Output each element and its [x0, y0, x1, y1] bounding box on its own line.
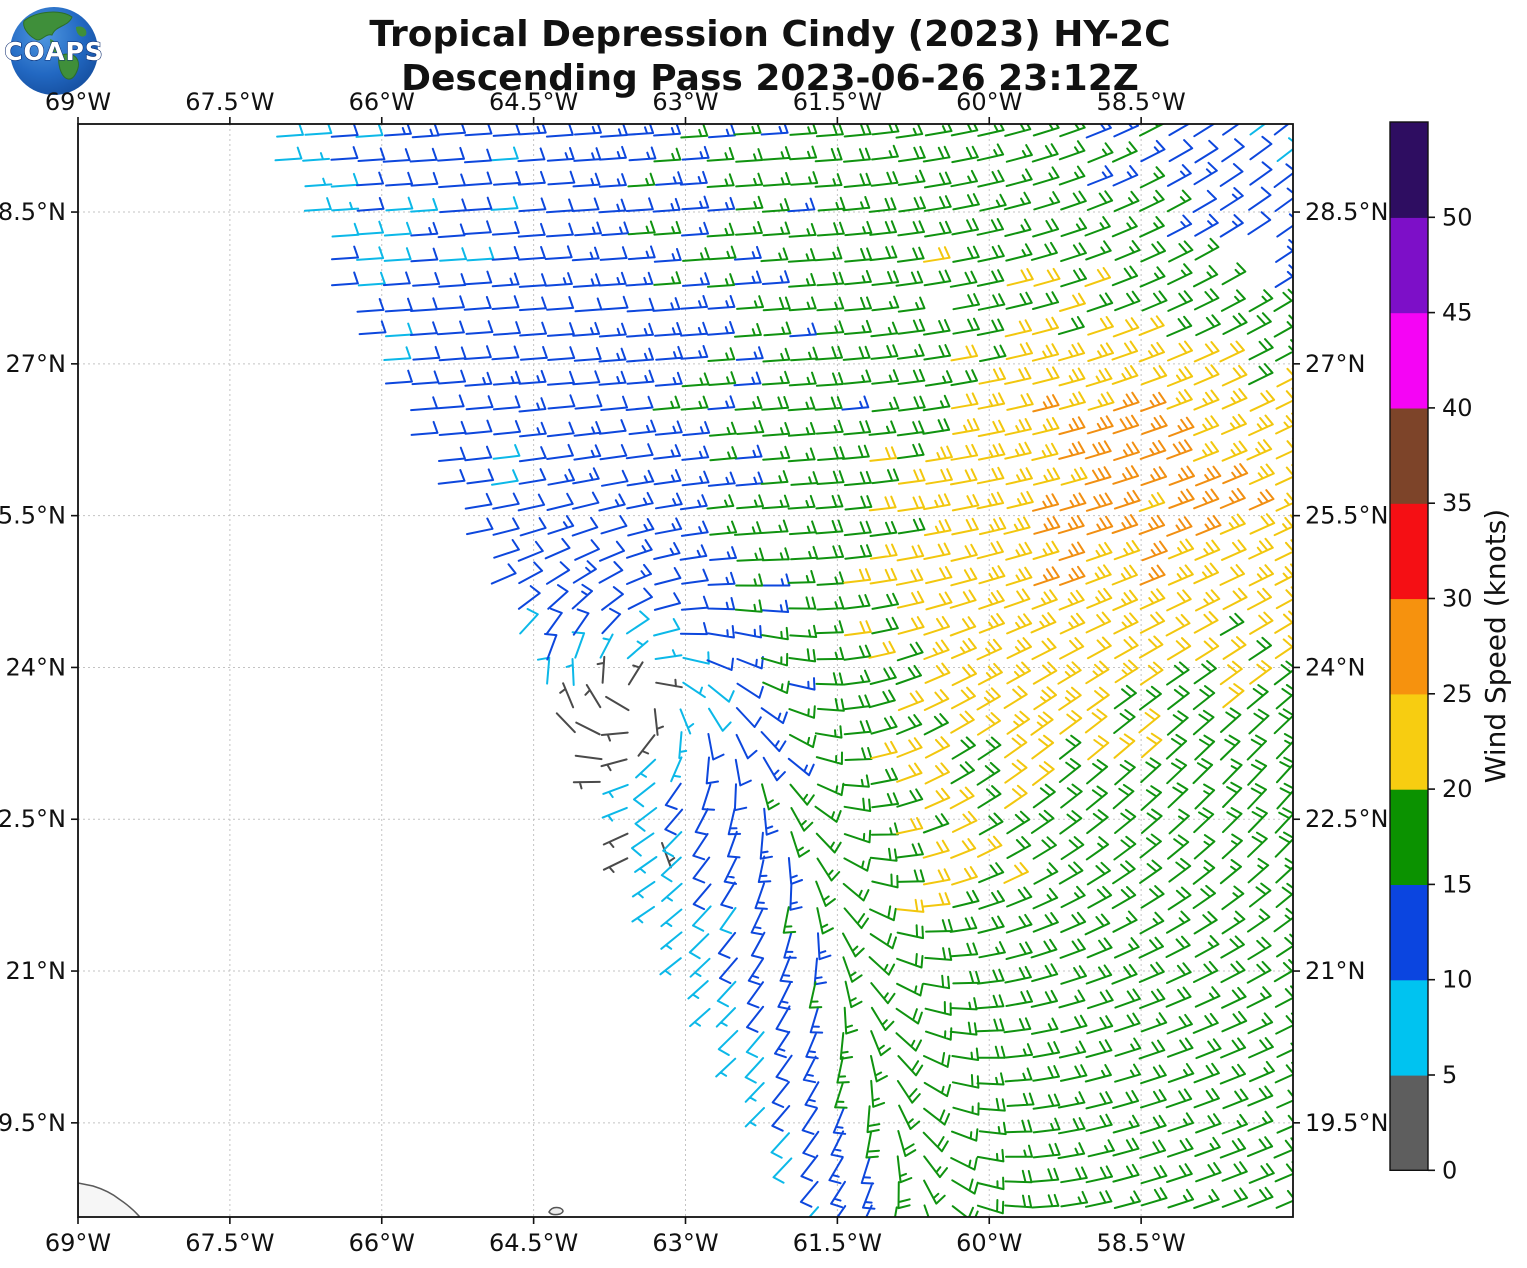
lon-tick-label-bottom: 60°W — [956, 1229, 1022, 1257]
gridlines — [78, 124, 1293, 1217]
lat-tick-label-left: 22.5°N — [0, 805, 66, 833]
lat-tick-label-left: 24°N — [6, 653, 67, 681]
lat-tick-label-right: 19.5°N — [1305, 1109, 1388, 1137]
colorbar-tick-label: 25 — [1442, 680, 1473, 708]
chart-title-line2: Descending Pass 2023-06-26 23:12Z — [401, 58, 1139, 99]
lon-tick-label-bottom: 66°W — [349, 1229, 415, 1257]
lon-tick-label-bottom: 58.5°W — [1097, 1229, 1186, 1257]
colorbar-band — [1390, 598, 1428, 695]
colorbar-tick-label: 0 — [1442, 1156, 1457, 1184]
wind-barbs-15-20kt-green — [627, 124, 1293, 1217]
chart-title-line1: Tropical Depression Cindy (2023) HY-2C — [369, 14, 1170, 55]
lat-tick-label-right: 25.5°N — [1305, 502, 1388, 530]
colorbar-cells — [1389, 121, 1429, 1172]
lat-tick-label-left: 21°N — [6, 957, 67, 985]
wind-barbs-20-25kt-yellow — [843, 246, 1293, 913]
colorbar-band — [1390, 217, 1428, 314]
colorbar-tick-label: 10 — [1442, 966, 1473, 994]
colorbar: 0 5 10 15 20 25 30 35 40 45 50 Wind Speed (knots) — [1389, 121, 1512, 1184]
lon-tick-label-bottom: 69°W — [45, 1229, 111, 1257]
lat-tick-label-right: 24°N — [1305, 653, 1366, 681]
colorbar-tick-label: 15 — [1442, 870, 1473, 898]
logo-text: COAPS — [4, 37, 104, 66]
lon-tick-label-top: 60°W — [956, 88, 1022, 116]
colorbar-tick-label: 45 — [1442, 299, 1473, 327]
colorbar-tick-label: 5 — [1442, 1061, 1457, 1089]
colorbar-band — [1390, 503, 1428, 600]
colorbar-band — [1390, 884, 1428, 981]
colorbar-outline — [1389, 121, 1429, 1172]
lon-tick-label-bottom: 64.5°W — [489, 1229, 578, 1257]
axis-labels: 69°W 69°W 67.5°W 67.5°W 66°W 66°W 64.5°W 64.5°W… — [0, 88, 1388, 1257]
colorbar-band — [1390, 1075, 1428, 1171]
lat-tick-label-left: 25.5°N — [0, 502, 66, 530]
lat-tick-label-left: 27°N — [6, 350, 67, 378]
lon-tick-label-top: 63°W — [652, 88, 718, 116]
colorbar-axis-label: Wind Speed (knots) — [1479, 509, 1512, 783]
lat-tick-label-right: 27°N — [1305, 350, 1366, 378]
lon-tick-label-bottom: 63°W — [652, 1229, 718, 1257]
wind-barbs-calm-gray — [555, 655, 683, 873]
wind-barbs-5-10kt-cyan — [274, 124, 1293, 1217]
wind-barbs-10-15kt-blue — [330, 124, 1293, 1217]
colorbar-tick-label: 50 — [1442, 203, 1473, 231]
map-plot: 69°W 69°W 67.5°W 67.5°W 66°W 66°W 64.5°W 64.5°W… — [0, 88, 1388, 1257]
colorbar-ticks: 0 5 10 15 20 25 30 35 40 45 50 — [1428, 203, 1473, 1184]
lon-tick-label-top: 61.5°W — [793, 88, 882, 116]
globe-continents — [23, 11, 87, 80]
lon-tick-label-top: 66°W — [349, 88, 415, 116]
wind-barbs-25-30kt-orange — [1032, 391, 1275, 587]
colorbar-band — [1390, 312, 1428, 409]
lat-tick-label-right: 22.5°N — [1305, 805, 1388, 833]
colorbar-band — [1390, 122, 1428, 218]
lat-tick-label-left: 28.5°N — [0, 198, 66, 226]
wind-barb-layer — [274, 124, 1293, 1217]
lat-tick-label-right: 21°N — [1305, 957, 1366, 985]
lon-tick-label-top: 67.5°W — [185, 88, 274, 116]
axis-ticks — [71, 117, 1300, 1224]
coastline-layer — [78, 1182, 564, 1217]
coastline — [78, 1182, 141, 1217]
coastline — [548, 1206, 564, 1216]
coaps-logo: COAPS — [4, 7, 104, 95]
colorbar-band — [1390, 789, 1428, 885]
colorbar-tick-label: 40 — [1442, 394, 1473, 422]
lon-tick-label-top: 58.5°W — [1097, 88, 1186, 116]
lon-tick-label-top: 69°W — [45, 88, 111, 116]
lat-tick-label-right: 28.5°N — [1305, 198, 1388, 226]
lat-tick-label-left: 19.5°N — [0, 1109, 66, 1137]
lon-tick-label-bottom: 67.5°W — [185, 1229, 274, 1257]
lon-tick-label-top: 64.5°W — [489, 88, 578, 116]
colorbar-tick-label: 20 — [1442, 775, 1473, 803]
colorbar-band — [1390, 979, 1428, 1076]
colorbar-band — [1390, 693, 1428, 790]
colorbar-band — [1390, 407, 1428, 504]
lon-tick-label-bottom: 61.5°W — [793, 1229, 882, 1257]
colorbar-tick-label: 35 — [1442, 489, 1473, 517]
colorbar-tick-label: 30 — [1442, 585, 1473, 613]
